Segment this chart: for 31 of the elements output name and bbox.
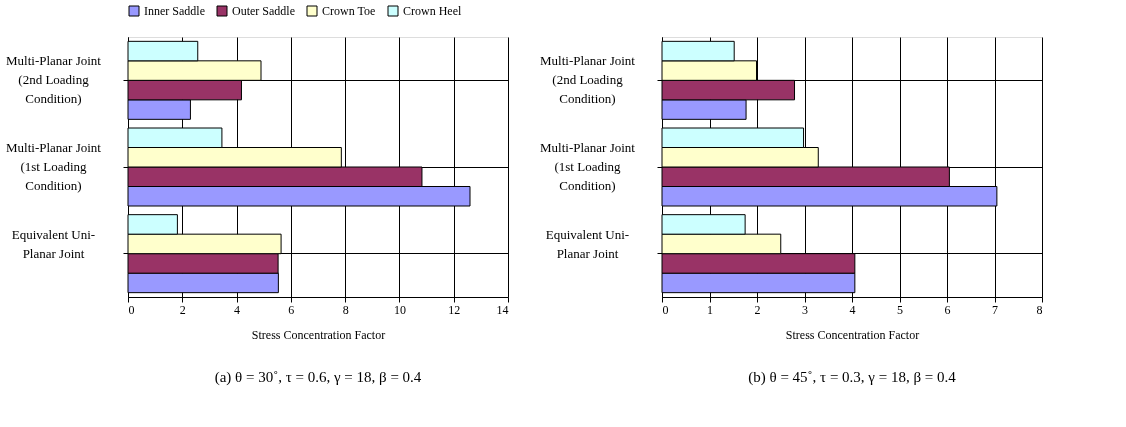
x-tick-label: 8 xyxy=(342,302,349,317)
y-tick-label: Multi-Planar Joint (1st Loading Condition) xyxy=(540,140,636,193)
x-axis-title: Stress Concentration Factor xyxy=(785,327,920,342)
text: (b) θ = 45˚, τ = 0.3, γ = 18, β = 0.4 xyxy=(748,369,957,386)
x-tick-label: 3 xyxy=(802,302,808,317)
x-tick-label: 7 xyxy=(992,302,998,317)
x-tick-label: 2 xyxy=(754,302,761,317)
y-tick-label: Equivalent Uni-Planar Joint xyxy=(545,226,630,261)
y-tick-label: Multi-Planar Joint (1st Loading Condition) xyxy=(6,140,102,193)
legend-label: Crown Toe xyxy=(322,4,376,18)
legend-label: Outer Saddle xyxy=(232,4,295,18)
x-tick-label: 14 xyxy=(496,302,509,317)
y-tick-label: Multi-Planar Joint (2nd Loading Condition) xyxy=(540,53,636,107)
x-tick-label: 12 xyxy=(448,302,461,317)
x-axis-title: Stress Concentration Factor xyxy=(251,327,386,342)
legend-label: Inner Saddle xyxy=(144,4,205,18)
x-tick-label: 6 xyxy=(944,302,951,317)
x-tick-label: 2 xyxy=(179,302,186,317)
x-tick-label: 5 xyxy=(897,302,903,317)
y-tick-label: Equivalent Uni-Planar Joint xyxy=(11,226,96,261)
y-tick-label: Multi-Planar Joint (2nd Loading Condition) xyxy=(6,53,102,107)
text: (a) θ = 30˚, τ = 0.6, γ = 18, β = 0.4 xyxy=(214,369,422,386)
x-tick-label: 6 xyxy=(288,302,295,317)
x-tick-label: 0 xyxy=(128,302,135,317)
x-tick-label: 4 xyxy=(234,302,241,317)
x-tick-label: 0 xyxy=(662,302,669,317)
legend-label: Crown Heel xyxy=(403,4,462,18)
x-tick-label: 8 xyxy=(1036,302,1043,317)
x-tick-label: 4 xyxy=(849,302,856,317)
x-tick-label: 1 xyxy=(707,302,713,317)
x-tick-label: 10 xyxy=(393,302,406,317)
